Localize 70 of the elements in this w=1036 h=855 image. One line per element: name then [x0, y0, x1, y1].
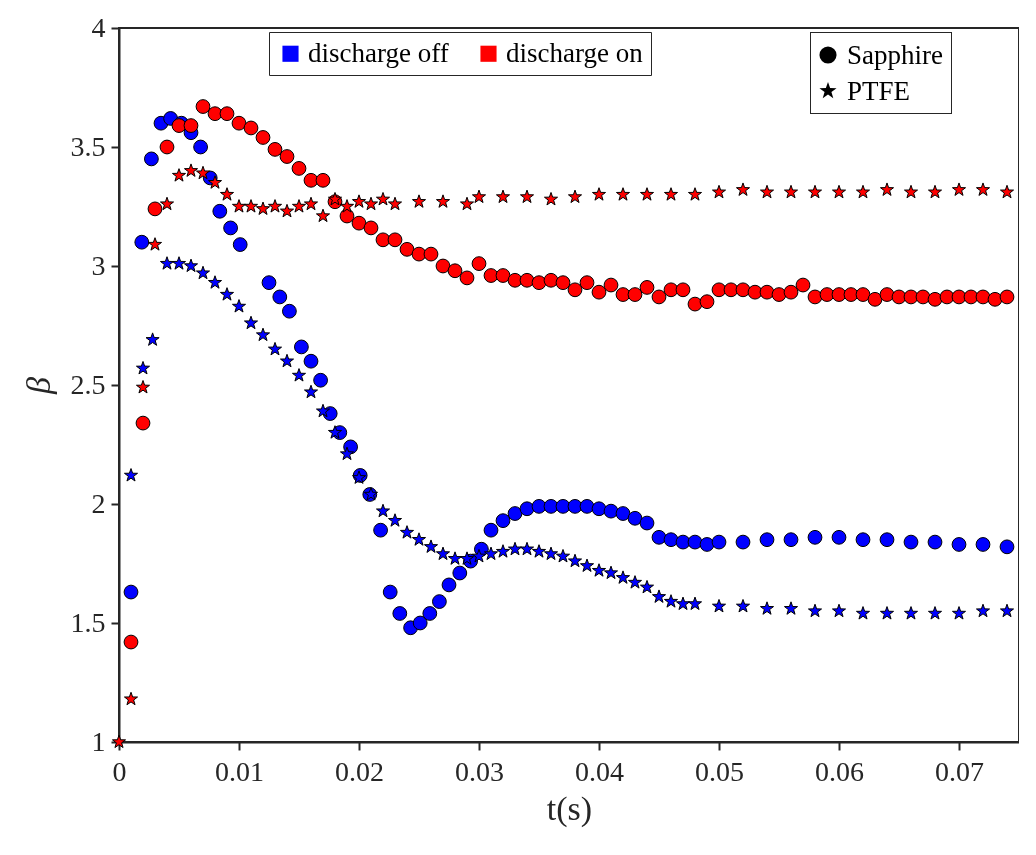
point [471, 189, 487, 204]
point [339, 199, 355, 213]
point [543, 191, 559, 206]
point [927, 184, 943, 199]
point [519, 189, 535, 204]
point [267, 199, 283, 213]
point [375, 191, 391, 206]
y-axis-title: β [19, 376, 57, 395]
point [279, 203, 295, 218]
x-tick-label: 0.05 [695, 755, 744, 787]
x-tick-label: 0.03 [455, 755, 504, 787]
point [303, 196, 319, 211]
point [363, 196, 379, 211]
x-tick-label: 0.06 [815, 755, 864, 787]
point [435, 194, 451, 208]
point [219, 187, 235, 201]
point [495, 189, 511, 204]
point [855, 184, 871, 199]
y-tick-label: 1.5 [70, 606, 106, 638]
x-tick-label: 0 [112, 755, 127, 787]
point [615, 187, 631, 201]
x-tick-label: 0.01 [215, 755, 264, 787]
point [567, 189, 583, 204]
point [735, 182, 751, 196]
point [351, 194, 367, 208]
annotation: Sapphire [847, 39, 943, 71]
point [291, 199, 307, 213]
y-tick-label: 3.5 [70, 130, 106, 162]
point [903, 184, 919, 199]
point [195, 165, 211, 180]
point [999, 184, 1015, 199]
point [711, 184, 727, 199]
x-tick-label: 0.04 [575, 755, 624, 787]
point [639, 187, 655, 201]
point [123, 691, 139, 706]
y-tick-label: 1 [91, 725, 106, 757]
point [687, 187, 703, 201]
x-tick-label: 0.07 [935, 755, 984, 787]
point [807, 184, 823, 199]
point [831, 184, 847, 199]
x-tick-label: 0.02 [335, 755, 384, 787]
point [879, 182, 895, 196]
point [243, 199, 259, 213]
x-axis-title: t(s) [546, 789, 593, 828]
point [147, 237, 163, 251]
legend-label: discharge off [308, 37, 449, 68]
point [171, 168, 187, 182]
point [159, 196, 175, 211]
point [591, 187, 607, 201]
point [231, 199, 247, 213]
y-tick-label: 4 [91, 11, 106, 43]
point [663, 187, 679, 201]
point [951, 182, 967, 196]
point [783, 184, 799, 199]
point [387, 196, 403, 211]
y-tick-label: 2.5 [70, 368, 106, 400]
point [255, 201, 271, 215]
y-tick-label: 3 [91, 249, 106, 281]
point [459, 196, 475, 211]
point [327, 191, 343, 206]
point [411, 194, 427, 208]
point [207, 175, 223, 189]
annotation: PTFE [847, 75, 911, 107]
point [315, 208, 331, 223]
point [183, 163, 199, 177]
point [759, 184, 775, 199]
y-tick-label: 2 [91, 487, 106, 519]
point [975, 182, 991, 196]
point [135, 379, 151, 394]
legend-label: discharge on [506, 37, 644, 68]
